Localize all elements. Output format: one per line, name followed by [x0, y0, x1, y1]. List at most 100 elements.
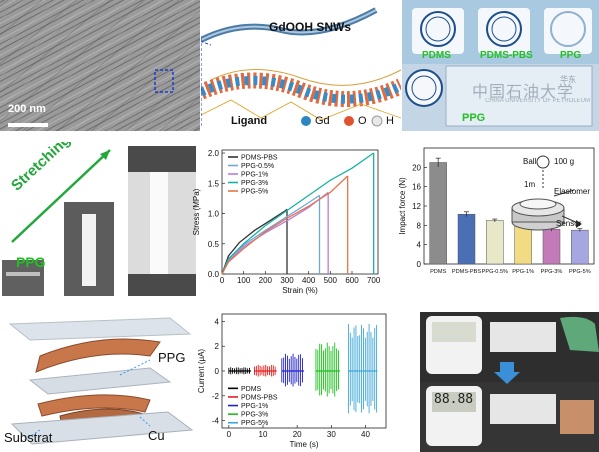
- film-label-pdms-pbs: PDMS-PBS: [480, 50, 533, 61]
- series-line-PPG-1%: [221, 191, 329, 275]
- device-ppg-label: PPG: [158, 350, 186, 365]
- ppg-pad: [560, 400, 594, 434]
- film-big-label: PPG: [462, 112, 486, 124]
- y-tick-label: 1.5: [208, 179, 220, 188]
- y-tick-label: 8: [417, 221, 422, 230]
- series-PPG-1%: [281, 353, 304, 387]
- ligand-label: Ligand: [231, 115, 268, 127]
- stretch-arrow: [11, 149, 111, 243]
- impact-elastomer-label: Elastomer: [554, 187, 591, 196]
- x-tick-label: 100: [237, 276, 251, 285]
- x-tick-label: 700: [367, 276, 381, 285]
- impact-sensor-label: Sensor: [556, 219, 582, 228]
- current-time-chart-panel: 0 10 20 30 40 -4 -2 0 2 4 Time (s) Current (μA) PDMS…: [196, 308, 392, 452]
- x-tick-label: 400: [302, 276, 316, 285]
- nanowire-title: GdOOH SNWs: [269, 20, 352, 34]
- x-tick-label: 40: [361, 430, 370, 439]
- impact-force-chart-panel: 0 4 8 12 16 20 Impact force (N) PDMS PDMS-PBS PPG…: [396, 142, 599, 300]
- film-label-pdms: PDMS: [422, 50, 451, 61]
- impact-ball-label: Ball: [523, 157, 537, 166]
- nanowire-illustration-panel: GdOOH SNWs Ligand Gd O H: [201, 0, 401, 131]
- demo-photo-panel: 88.88: [420, 312, 599, 452]
- y-tick-label: 12: [412, 202, 421, 211]
- timer-display-bottom: 88.88: [434, 392, 474, 407]
- series-PPG-3%: [315, 342, 340, 397]
- y-axis-label: Impact force (N): [398, 177, 407, 235]
- x-tick-label: 600: [345, 276, 359, 285]
- series-line-PPG-5%: [221, 175, 349, 275]
- series-PPG-5%: [347, 323, 378, 414]
- cu-electrode-top: [35, 338, 161, 373]
- nanowire-drawing: [201, 7, 401, 127]
- series-line-PPG-3%: [221, 152, 375, 275]
- film-photo-panel: PDMS PDMS-PBS PPG 中国石油大学 华东 CHINA UNIVER…: [402, 0, 599, 131]
- legend-label: PPG-5%: [241, 189, 268, 196]
- clamp-1: [2, 260, 44, 296]
- series-PDMS: [228, 367, 252, 375]
- y-tick-label: 0.5: [208, 240, 220, 249]
- x-tick-label: PPG-3%: [541, 269, 563, 275]
- x-tick-label: 0: [227, 430, 232, 439]
- stress-strain-chart: 0 100 200 300 400 500 600 700 0.0 0.5 1.0 1.5 2.0 Str…: [192, 149, 381, 295]
- top-layer: [8, 317, 192, 341]
- university-emblem-icon: [420, 11, 456, 47]
- current-time-chart: 0 10 20 30 40 -4 -2 0 2 4 Time (s) Current (μA) PDMS…: [197, 313, 387, 449]
- x-tick-label: PPG-5%: [569, 269, 591, 275]
- down-arrow-icon: [494, 362, 520, 384]
- y-tick-label: 4: [215, 317, 220, 326]
- series-line-PDMS-PBS: [221, 208, 288, 275]
- legend-label: PPG-3%: [241, 412, 268, 419]
- y-tick-label: 2: [215, 342, 220, 351]
- y-tick-label: 20: [412, 163, 421, 172]
- x-tick-label: 0: [220, 276, 225, 285]
- legend-label: PPG-1%: [241, 403, 268, 410]
- gd-atom-icon: [301, 116, 311, 126]
- tem-micrograph: [0, 0, 200, 131]
- tem-image-panel: 200 nm: [0, 0, 200, 131]
- legend-label: PDMS-PBS: [241, 394, 278, 401]
- x-axis-label: Strain (%): [282, 286, 318, 295]
- ppg-layer: [28, 367, 172, 395]
- legend-gd: Gd: [315, 115, 330, 127]
- ball-icon: [536, 155, 550, 169]
- glove-icon: [560, 316, 599, 352]
- stretching-photo-panel: Stretching PPG: [0, 142, 200, 300]
- x-tick-label: 500: [324, 276, 338, 285]
- legend-o: O: [358, 115, 367, 127]
- impact-schematic: [511, 155, 582, 231]
- legend-label: PPG-0.5%: [241, 163, 274, 170]
- legend-label: PDMS: [241, 386, 262, 393]
- legend-h: H: [386, 115, 394, 127]
- y-tick-label: 2.0: [208, 149, 220, 158]
- series-line-PPG-0.5%: [221, 194, 320, 275]
- y-tick-label: 4: [417, 241, 422, 250]
- o-atom-icon: [344, 116, 354, 126]
- y-tick-label: -4: [212, 417, 220, 426]
- breadboard-top: [490, 322, 556, 352]
- h-atom-icon: [371, 115, 383, 127]
- film-label-ppg: PPG: [560, 50, 582, 61]
- y-tick-label: 0: [215, 367, 220, 376]
- atom-chain: [201, 72, 401, 108]
- y-tick-label: 0.0: [208, 270, 220, 279]
- x-tick-label: PDMS: [430, 269, 446, 275]
- film-badge-tag: 华东: [560, 75, 576, 84]
- tem-scale-label: 200 nm: [8, 103, 46, 115]
- y-tick-label: 0: [417, 260, 422, 269]
- bar-PDMS-PBS: [457, 213, 476, 265]
- bar-PDMS: [429, 162, 447, 265]
- legend-label: PPG-5%: [241, 420, 268, 427]
- y-axis-label: Stress (MPa): [192, 188, 201, 235]
- stress-strain-chart-panel: 0 100 200 300 400 500 600 700 0.0 0.5 1.0 1.5 2.0 Str…: [190, 142, 390, 300]
- y-tick-label: 16: [412, 183, 421, 192]
- legend-label: PPG-3%: [241, 180, 268, 187]
- y-tick-label: 1.0: [208, 210, 220, 219]
- legend-label: PDMS-PBS: [241, 155, 278, 162]
- device-substrate-label: Substrat: [4, 430, 53, 445]
- x-tick-label: 200: [259, 276, 273, 285]
- device-cu-label: Cu: [148, 428, 165, 443]
- x-axis-label: Time (s): [289, 440, 318, 449]
- y-tick-label: -2: [212, 392, 220, 401]
- x-tick-label: PPG-1%: [512, 269, 534, 275]
